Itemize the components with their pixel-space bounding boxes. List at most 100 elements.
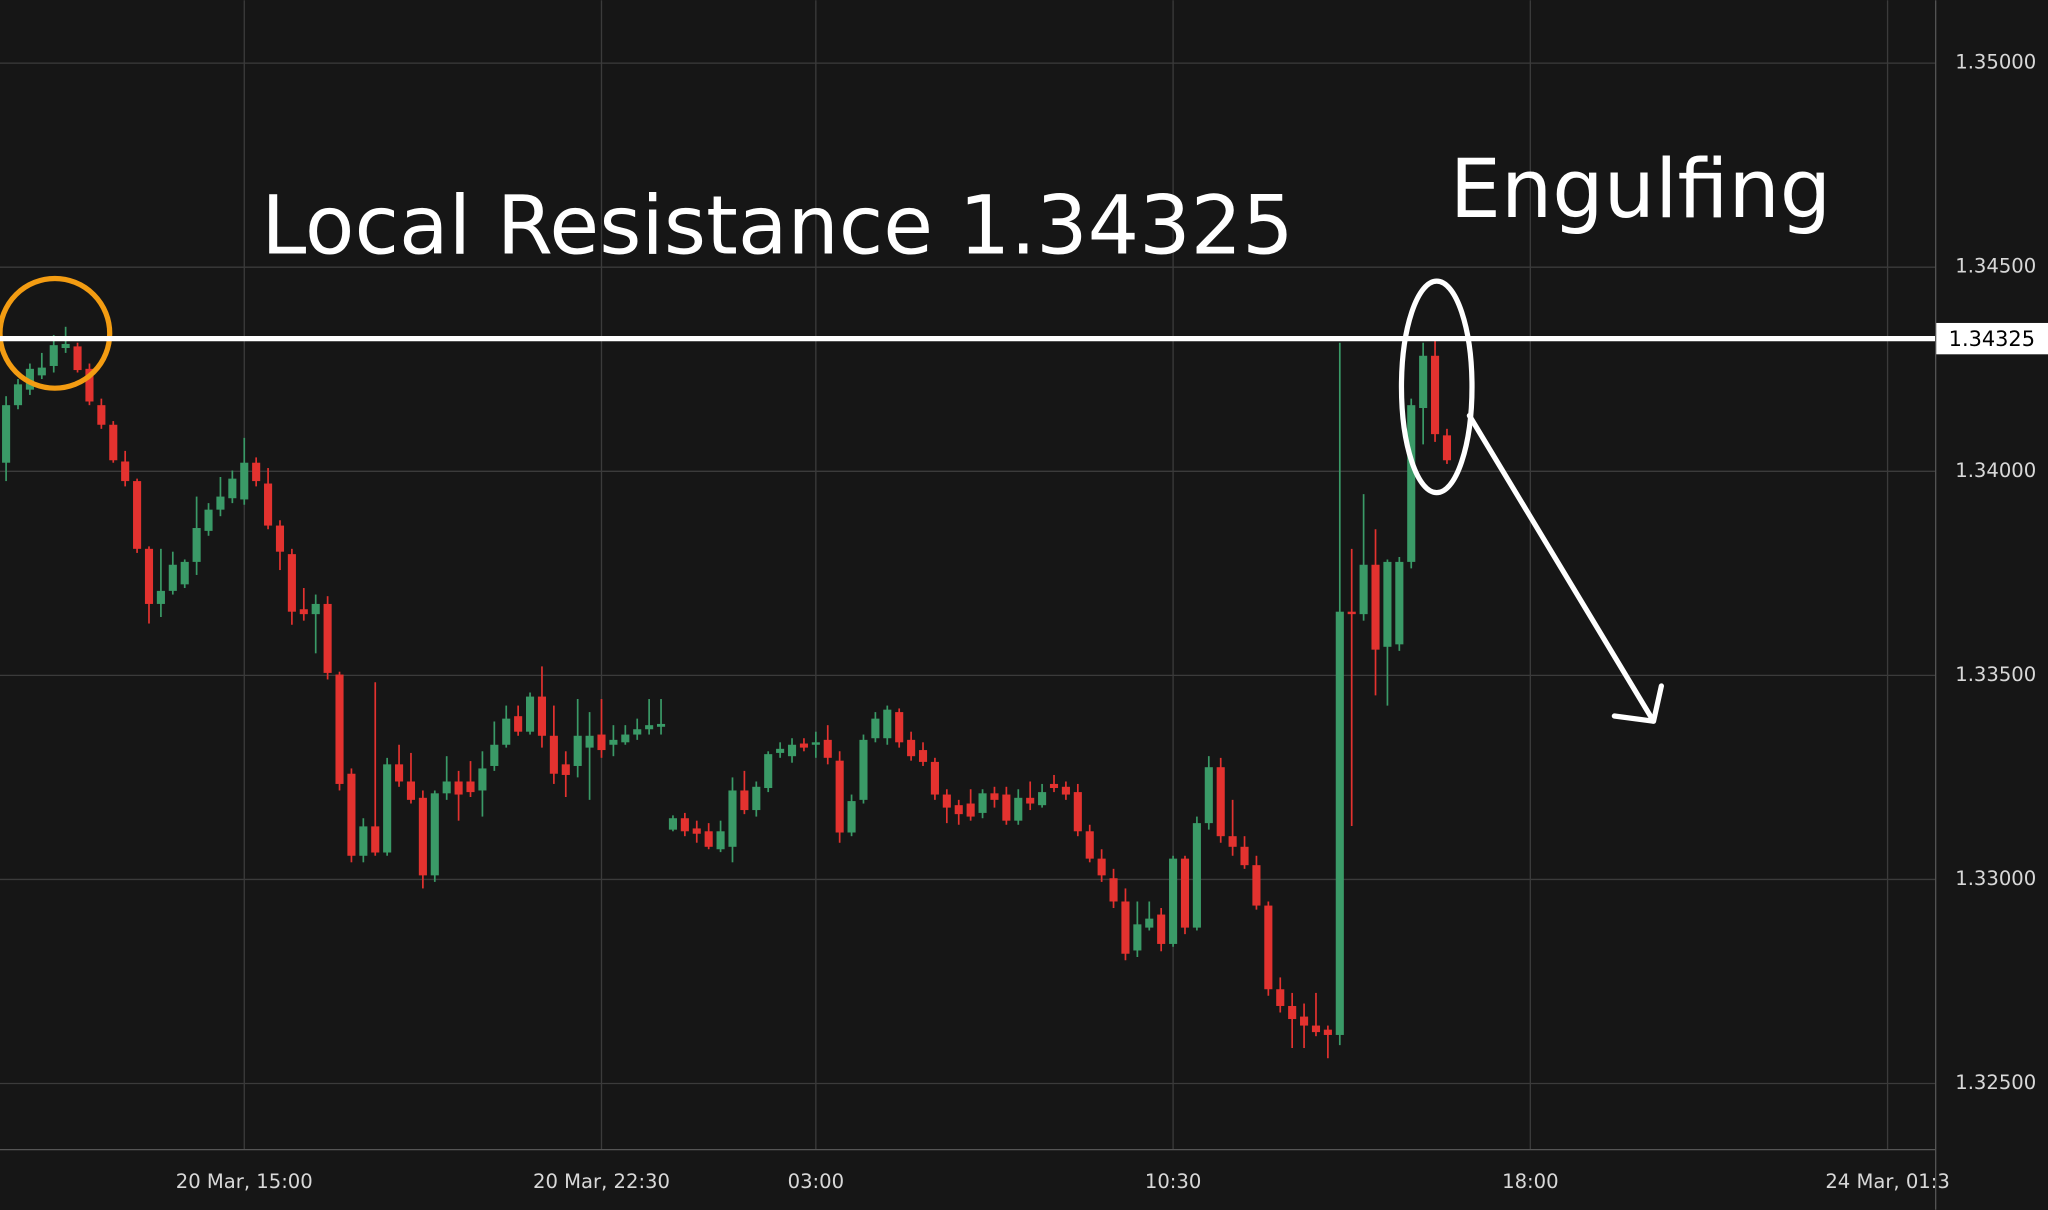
candle-body (430, 793, 439, 876)
candle-body (930, 761, 939, 795)
y-tick-label: 1.34000 (1955, 459, 2036, 482)
candle-body (1431, 355, 1440, 435)
candle-body (1264, 905, 1273, 990)
candle-body (871, 718, 880, 739)
candle-body (299, 609, 308, 615)
y-tick-label: 1.33000 (1955, 867, 2036, 890)
candle-body (204, 509, 213, 531)
candle-body (1276, 989, 1285, 1006)
candle-body (1300, 1016, 1309, 1026)
candle-body (597, 734, 606, 751)
candle-body (418, 797, 427, 876)
candle-body (442, 781, 451, 794)
candle-body (37, 367, 46, 376)
x-tick-label: 20 Mar, 15:00 (176, 1170, 313, 1193)
candle-body (633, 729, 642, 735)
candle-body (776, 748, 785, 753)
candle-body (1133, 924, 1142, 951)
candle-body (216, 496, 225, 510)
candle-body (25, 368, 34, 390)
candle-body (656, 723, 666, 727)
candle-body (1061, 786, 1070, 795)
x-tick-label: 03:00 (788, 1170, 844, 1193)
y-tick-label: 1.35000 (1955, 51, 2036, 74)
candle-body (1383, 561, 1392, 647)
candle-body (918, 750, 928, 762)
candle-body (406, 781, 416, 800)
candle-body (978, 793, 987, 813)
candle-body (716, 831, 725, 850)
candle-body (1347, 611, 1356, 615)
candle-body (490, 744, 499, 766)
candle-body (1240, 846, 1249, 866)
candle-body (1252, 865, 1261, 906)
candle-body (73, 346, 82, 371)
candle-body (883, 709, 892, 739)
candle-body (728, 790, 737, 847)
candle-body (192, 528, 201, 562)
candle-body (347, 773, 356, 856)
candle-body (97, 405, 106, 425)
candle-body (823, 739, 832, 758)
candle-body (1121, 901, 1130, 954)
candle-body (1359, 564, 1368, 615)
candle-body (85, 368, 94, 402)
x-tick-label: 20 Mar, 22:30 (533, 1170, 670, 1193)
candle-body (561, 764, 570, 775)
x-tick-label: 18:00 (1502, 1170, 1558, 1193)
candle-body (645, 725, 654, 730)
candle-body (1049, 783, 1059, 789)
candle-body (1145, 918, 1154, 928)
candle-body (621, 734, 630, 743)
candle-body (990, 793, 999, 800)
candle-body (680, 818, 689, 832)
candle-body (359, 826, 368, 856)
candle-body (1419, 355, 1428, 409)
candle-body (1157, 914, 1166, 944)
candle-body (228, 478, 237, 499)
x-tick-label: 10:30 (1145, 1170, 1201, 1193)
candle-body (954, 805, 963, 815)
candle-body (907, 739, 916, 757)
candle-body (1180, 858, 1190, 928)
candle-body (454, 781, 463, 795)
candle-body (1097, 858, 1106, 876)
candle-body (859, 739, 868, 800)
candle-body (1228, 836, 1237, 847)
price-label: 1.34325 (1949, 327, 2035, 351)
candle-body (692, 828, 701, 834)
candle-body (752, 786, 761, 811)
candle-body (1371, 564, 1380, 650)
candle-body (121, 461, 130, 482)
candle-body (787, 744, 797, 757)
candle-body (764, 754, 773, 789)
candle-body (502, 718, 511, 745)
candle-body (811, 742, 820, 745)
candle-body (156, 590, 165, 604)
candle-body (478, 768, 487, 791)
candles (2, 326, 1452, 1059)
annotation: Local Resistance 1.34325 (261, 180, 1293, 274)
candle-body (1407, 405, 1416, 562)
candle-body (1204, 767, 1213, 824)
y-tick-label: 1.32500 (1955, 1071, 2036, 1094)
candle-body (2, 405, 11, 463)
highlight-circle (0, 275, 113, 391)
candle-body (966, 803, 975, 817)
y-tick-label: 1.34500 (1955, 255, 2036, 278)
candle-body (264, 483, 273, 526)
price-label-box (1935, 322, 2048, 355)
candle-body (1288, 1005, 1297, 1020)
candle-body (740, 790, 749, 811)
candle-body (847, 801, 856, 833)
candle-body (383, 764, 392, 853)
candle-body (1395, 561, 1404, 645)
candle-body (133, 481, 142, 549)
candle-body (240, 462, 249, 500)
candle-body (942, 794, 951, 808)
candle-body (109, 424, 118, 461)
candle-body (61, 343, 70, 349)
